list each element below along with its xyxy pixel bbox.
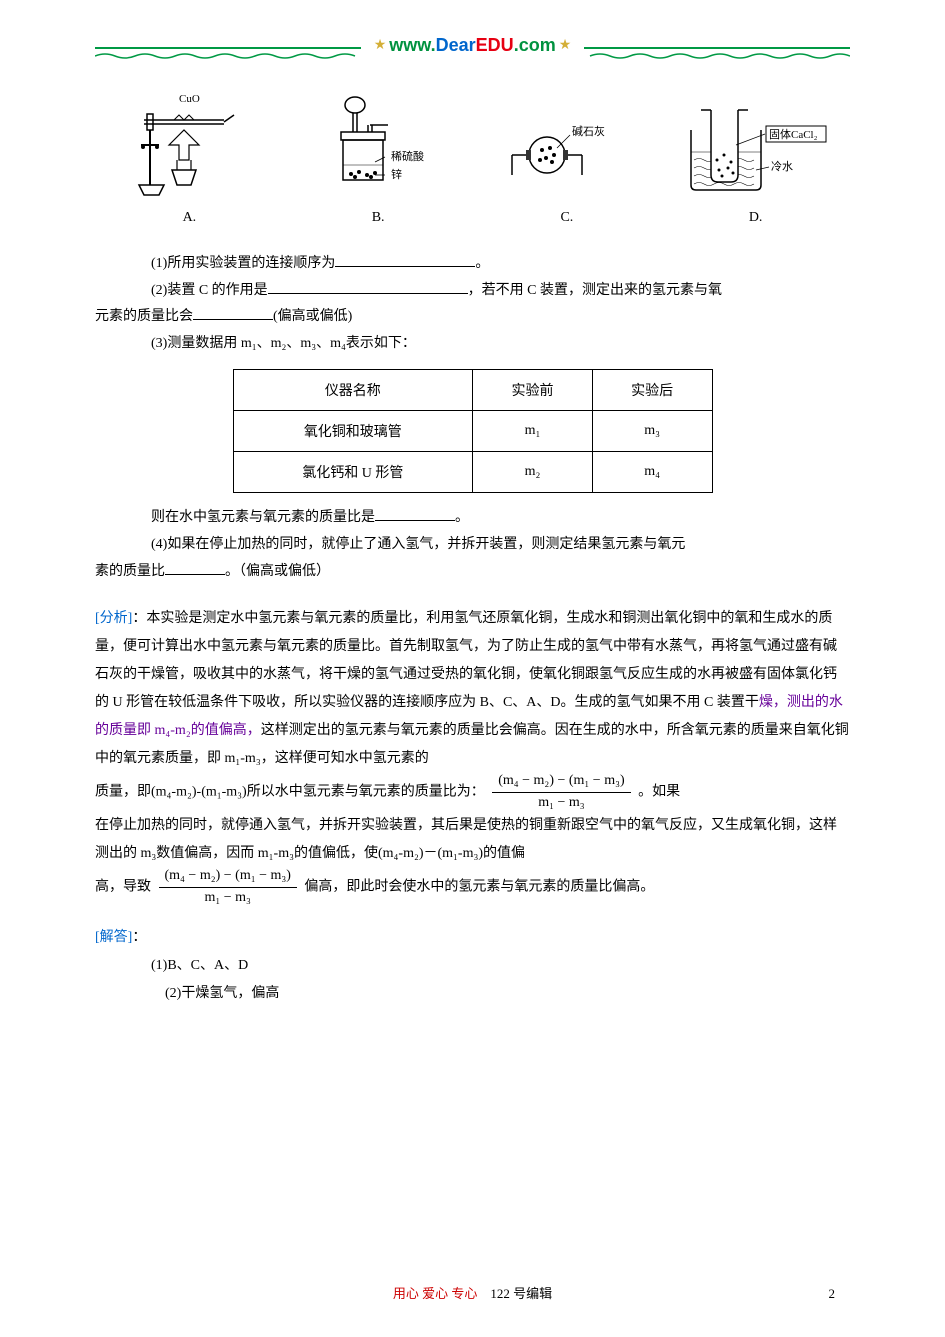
blank bbox=[165, 574, 225, 575]
banner-text: ★ www.DearEDU.com ★ bbox=[361, 35, 585, 56]
formula2: (m₄ − m₂) − (m₁ − m₃) m₁ − m₃ bbox=[159, 868, 297, 907]
r1c1: 氧化铜和玻璃管 bbox=[233, 411, 473, 452]
r2c1: 氯化钙和 U 形管 bbox=[233, 452, 473, 493]
q1-line: (1)所用实验装置的连接顺序为 。 bbox=[95, 251, 850, 278]
diagram-d-svg: 固体CaCl₂ 冷水 bbox=[681, 90, 831, 200]
star-icon: ★ bbox=[374, 37, 387, 54]
label-c: C. bbox=[473, 210, 662, 226]
footer-editor: 122 号编辑 bbox=[490, 1286, 552, 1301]
questions-cont: 则在水中氢元素与氧元素的质量比是 。 (4)如果在停止加热的同时，就停止了通入氢气… bbox=[95, 505, 850, 585]
analysis-heading: [分析] bbox=[95, 611, 132, 626]
diagram-c-svg: 碱石灰 bbox=[502, 90, 632, 200]
blank bbox=[193, 319, 273, 320]
url-prefix: www. bbox=[389, 35, 435, 56]
th2: 实验前 bbox=[473, 370, 593, 411]
blank bbox=[268, 293, 468, 294]
q2b: ，若不用 C 装置，测定出来的氢元素与氧 bbox=[468, 283, 722, 298]
body4: 在停止加热的同时，就停通入氢气，并拆开实验装置，其后果是使热的铜重新跟空气中的氧… bbox=[95, 818, 837, 861]
url-com: .com bbox=[514, 35, 556, 56]
q4b: 素的质量比 bbox=[95, 564, 165, 579]
cuo-label: CuO bbox=[179, 93, 200, 105]
diagram-c: 碱石灰 bbox=[473, 90, 662, 205]
formula-den2: m₁ − m₃ bbox=[159, 888, 297, 907]
formula-den: m₁ − m₃ bbox=[492, 793, 630, 812]
header-banner: ★ www.DearEDU.com ★ bbox=[95, 30, 850, 60]
solution-heading: [解答] bbox=[95, 930, 132, 945]
q4c: 。（偏高或偏低） bbox=[225, 564, 330, 579]
star-icon: ★ bbox=[559, 37, 572, 54]
analysis-formula-line2: 高，导致 (m₄ − m₂) − (m₁ − m₃) m₁ − m₃ 偏高，即此… bbox=[95, 868, 850, 907]
questions: (1)所用实验装置的连接顺序为 。 (2)装置 C 的作用是 ，若不用 C 装置，测… bbox=[95, 251, 850, 357]
blank bbox=[335, 266, 475, 267]
th3: 实验后 bbox=[592, 370, 712, 411]
data-table: 仪器名称 实验前 实验后 氧化铜和玻璃管 m₁ m₃ 氯化钙和 U 形管 m₂ … bbox=[233, 369, 713, 493]
q4-line1: (4)如果在停止加热的同时，就停止了通入氢气，并拆开装置，则测定结果氢元素与氧元 bbox=[95, 532, 850, 559]
table-row: 氯化钙和 U 形管 m₂ m₄ bbox=[233, 452, 712, 493]
body3b: 。如果 bbox=[638, 785, 680, 800]
q4-line2: 素的质量比 。（偏高或偏低） bbox=[95, 559, 850, 586]
solution-colon: ： bbox=[132, 930, 146, 945]
analysis-colon: ： bbox=[132, 611, 146, 626]
diagram-b-svg: 稀硫酸 锌 bbox=[313, 90, 443, 200]
q3aft-b: 。 bbox=[455, 510, 469, 525]
diagram-a: CuO bbox=[95, 90, 284, 205]
r1c3: m₃ bbox=[592, 411, 712, 452]
q3-after: 则在水中氢元素与氧元素的质量比是 。 bbox=[95, 505, 850, 532]
cacl2-label: 固体CaCl₂ bbox=[769, 127, 818, 141]
solution-a2: (2)干燥氢气，偏高 bbox=[95, 980, 850, 1008]
r1c2: m₁ bbox=[473, 411, 593, 452]
url-edu: EDU bbox=[476, 35, 514, 56]
q2c: 元素的质量比会 bbox=[95, 309, 193, 324]
q2-line1: (2)装置 C 的作用是 ，若不用 C 装置，测定出来的氢元素与氧 bbox=[95, 278, 850, 305]
url-dear: Dear bbox=[436, 35, 476, 56]
analysis-body1: 本实验是测定水中氢元素与氧元素的质量比，利用氢气还原氧化铜，生成水和铜测出氧化铜… bbox=[95, 611, 837, 710]
page-num: 2 bbox=[829, 1286, 836, 1302]
blank bbox=[375, 520, 455, 521]
diagrams-row: CuO bbox=[95, 90, 850, 205]
acid-label: 稀硫酸 bbox=[391, 149, 424, 163]
table-row: 氧化铜和玻璃管 m₁ m₃ bbox=[233, 411, 712, 452]
label-a: A. bbox=[95, 210, 284, 226]
q1-text: (1)所用实验装置的连接顺序为 bbox=[151, 256, 335, 271]
diagram-b: 稀硫酸 锌 bbox=[284, 90, 473, 205]
cold-label: 冷水 bbox=[771, 160, 793, 173]
q2a: (2)装置 C 的作用是 bbox=[151, 283, 268, 298]
r2c2: m₂ bbox=[473, 452, 593, 493]
footer: 用心 爱心 专心 122 号编辑 bbox=[0, 1283, 945, 1302]
solution-a1: (1)B、C、A、D bbox=[95, 952, 850, 980]
diagram-d: 固体CaCl₂ 冷水 bbox=[661, 90, 850, 205]
formula1: (m₄ − m₂) − (m₁ − m₃) m₁ − m₃ bbox=[492, 773, 630, 812]
q3aft-a: 则在水中氢元素与氧元素的质量比是 bbox=[151, 510, 375, 525]
q4a: (4)如果在停止加热的同时，就停止了通入氢气，并拆开装置，则测定结果氢元素与氧元 bbox=[151, 537, 685, 552]
label-d: D. bbox=[661, 210, 850, 226]
solution-line0: [解答]： bbox=[95, 924, 850, 952]
analysis-body4: 在停止加热的同时，就停通入氢气，并拆开实验装置，其后果是使热的铜重新跟空气中的氧… bbox=[95, 812, 850, 868]
q2-line2: 元素的质量比会 (偏高或偏低) bbox=[95, 304, 850, 331]
body5a: 高，导致 bbox=[95, 879, 151, 894]
diagram-labels: A. B. C. D. bbox=[95, 210, 850, 226]
solution-block: [解答]： (1)B、C、A、D (2)干燥氢气，偏高 bbox=[95, 924, 850, 1008]
lime-label: 碱石灰 bbox=[572, 124, 605, 138]
analysis-formula-line1: 质量，即(m₄-m₂)-(m₁-m₃)所以水中氢元素与氧元素的质量比为： (m₄… bbox=[95, 773, 850, 812]
body3a: 质量，即(m₄-m₂)-(m₁-m₃)所以水中氢元素与氧元素的质量比为： bbox=[95, 785, 485, 800]
body5b: 偏高，即此时会使水中的氢元素与氧元素的质量比偏高。 bbox=[304, 879, 654, 894]
footer-text: 用心 爱心 专心 bbox=[393, 1286, 478, 1301]
label-b: B. bbox=[284, 210, 473, 226]
q2d: (偏高或偏低) bbox=[273, 309, 352, 324]
r2c3: m₄ bbox=[592, 452, 712, 493]
analysis-block: [分析]：本实验是测定水中氢元素与氧元素的质量比，利用氢气还原氧化铜，生成水和铜… bbox=[95, 605, 850, 773]
formula-num: (m₄ − m₂) − (m₁ − m₃) bbox=[492, 773, 630, 793]
q3: (3)测量数据用 m₁、m₂、m₃、m₄表示如下： bbox=[151, 336, 416, 351]
q3-line: (3)测量数据用 m₁、m₂、m₃、m₄表示如下： bbox=[95, 331, 850, 358]
formula-num2: (m₄ − m₂) − (m₁ − m₃) bbox=[159, 868, 297, 888]
zinc-label: 锌 bbox=[391, 167, 402, 181]
table-row: 仪器名称 实验前 实验后 bbox=[233, 370, 712, 411]
q1-end: 。 bbox=[475, 256, 489, 271]
diagram-a-svg: CuO bbox=[129, 90, 249, 200]
th1: 仪器名称 bbox=[233, 370, 473, 411]
